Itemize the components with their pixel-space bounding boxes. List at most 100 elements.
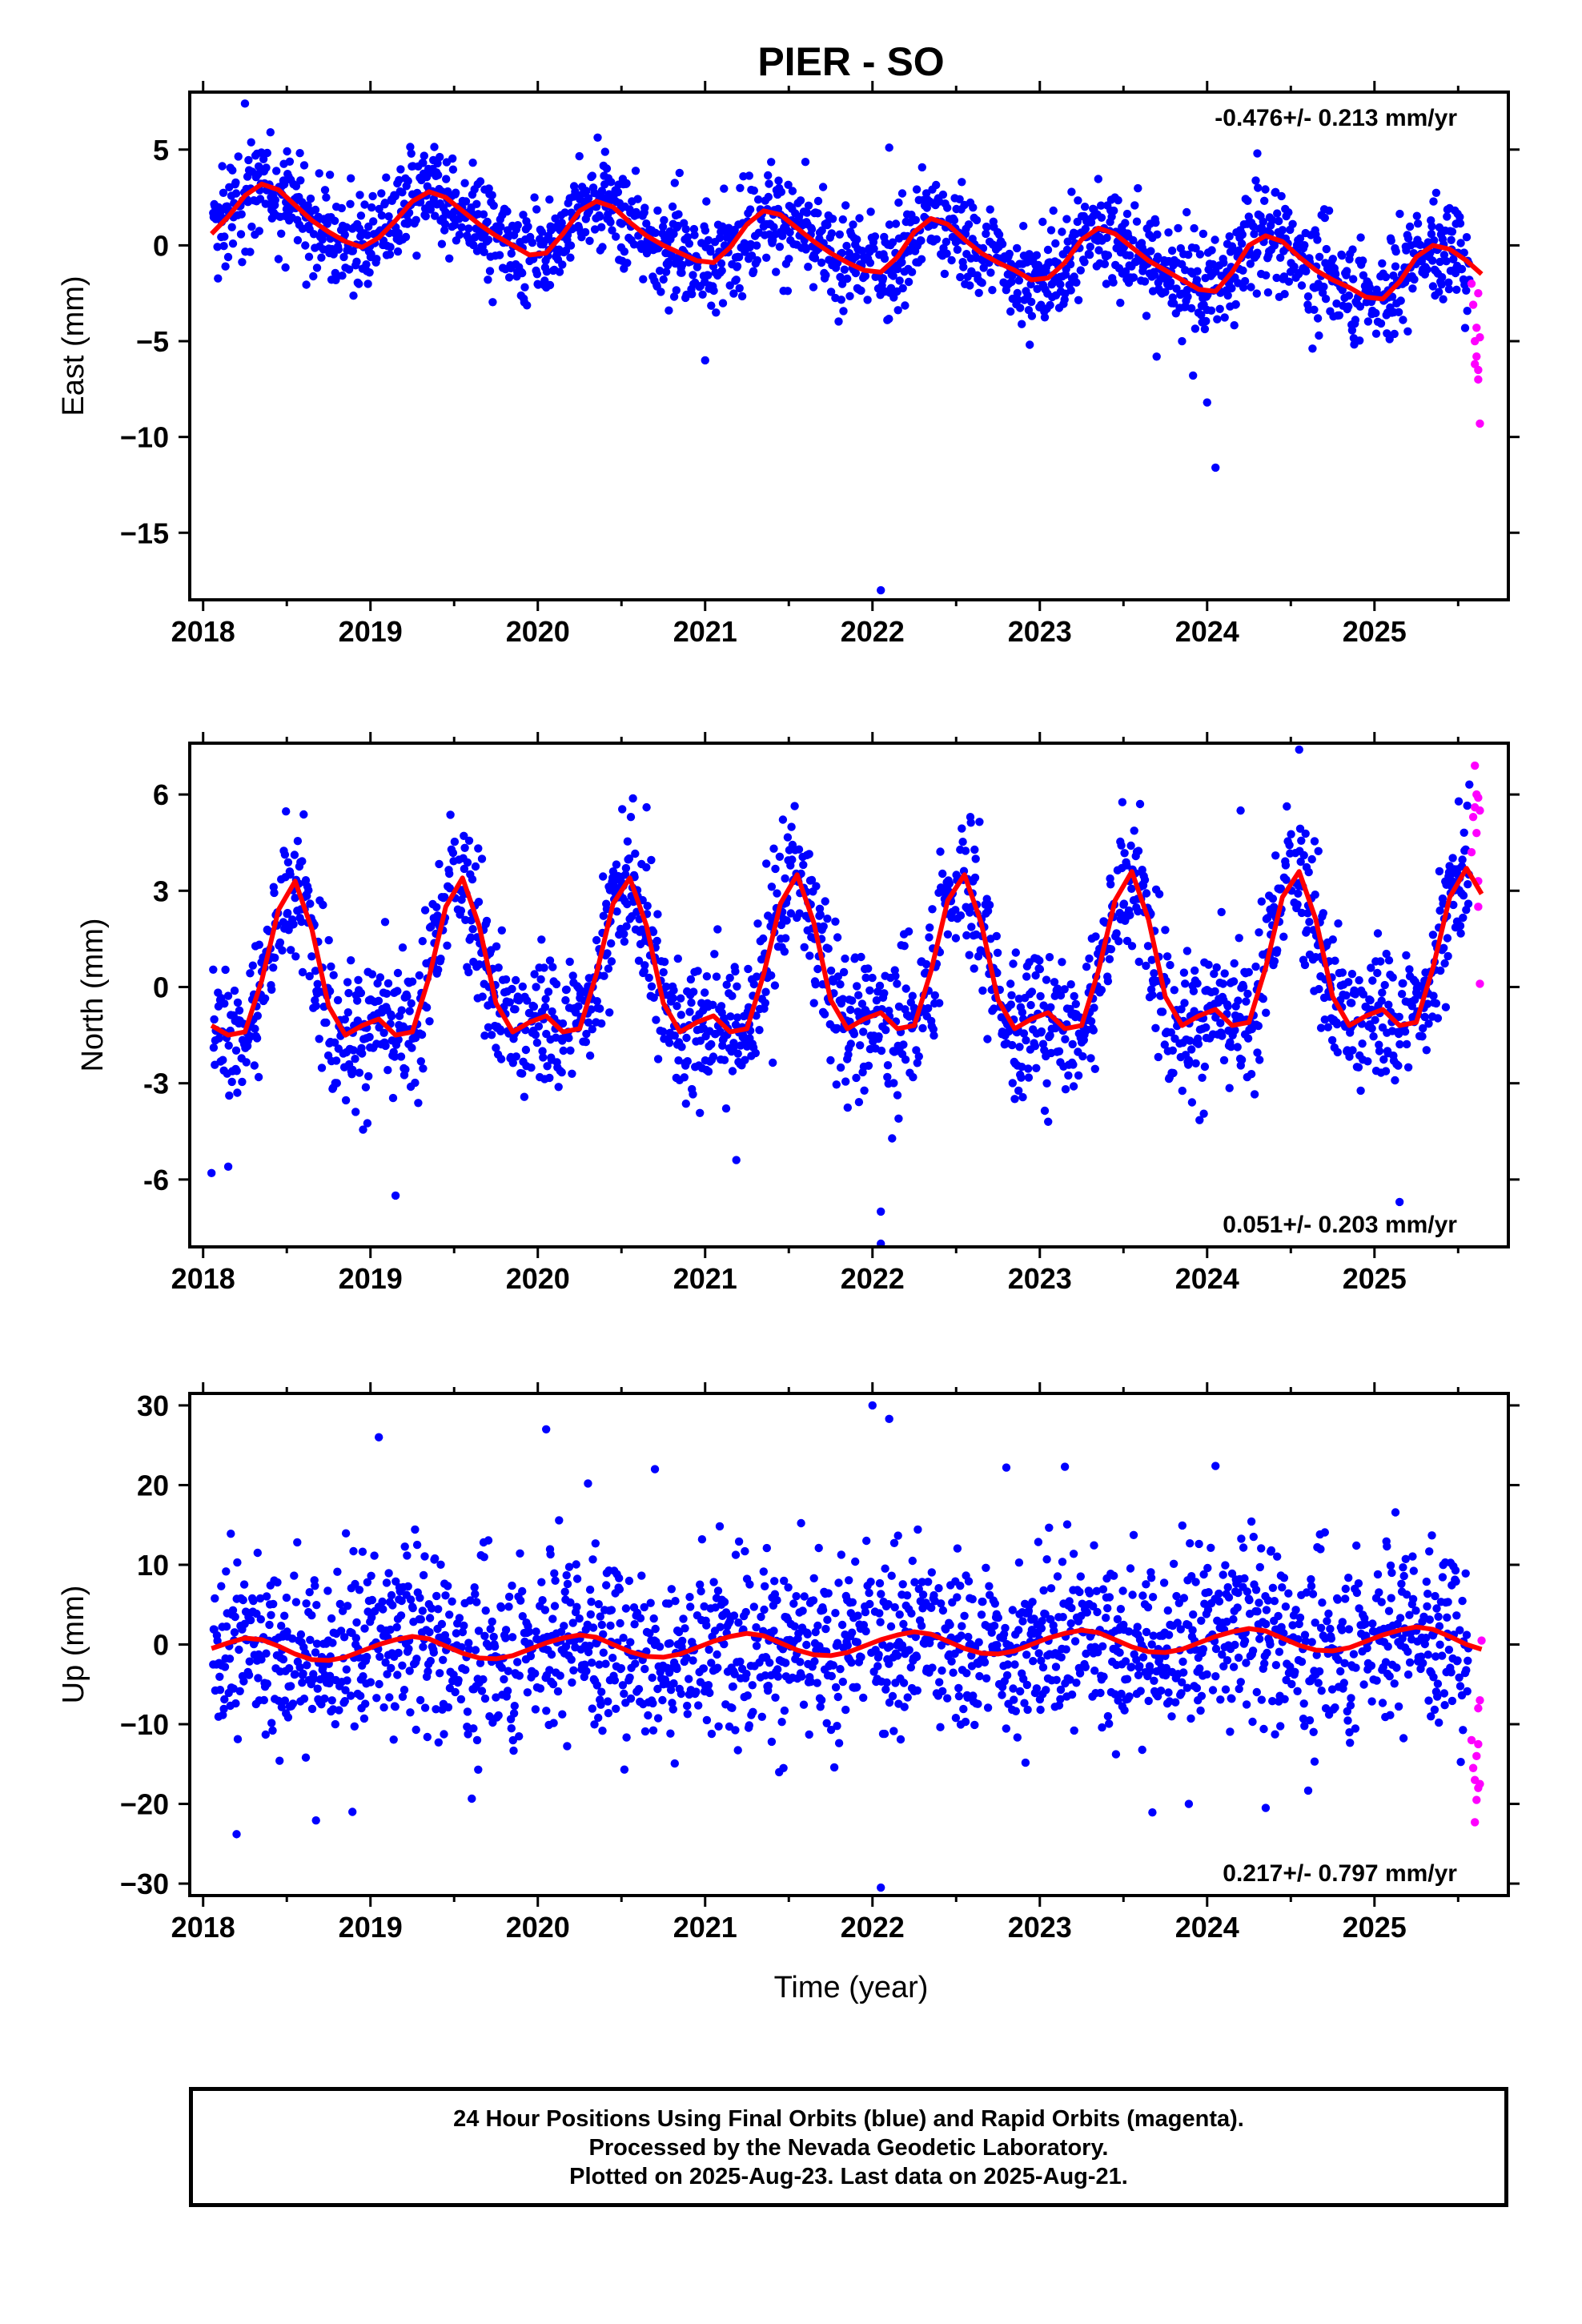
final-orbit-point <box>1109 278 1118 287</box>
final-orbit-point <box>982 223 991 231</box>
final-orbit-point <box>668 1699 677 1707</box>
final-orbit-point <box>563 1742 572 1751</box>
final-orbit-point <box>594 1600 603 1609</box>
final-orbit-point <box>233 1558 242 1567</box>
final-orbit-point <box>468 1794 476 1803</box>
final-orbit-point <box>1190 223 1199 233</box>
final-orbit-point <box>1134 957 1143 967</box>
final-orbit-point <box>1243 1034 1253 1043</box>
final-orbit-point <box>457 223 466 231</box>
final-orbit-point <box>713 1650 721 1659</box>
final-orbit-point <box>1384 956 1394 965</box>
final-orbit-point <box>464 1645 474 1654</box>
final-orbit-point <box>1097 986 1106 995</box>
final-orbit-point <box>1363 1057 1372 1066</box>
final-orbit-point <box>597 1620 606 1630</box>
final-orbit-point <box>540 963 548 972</box>
final-orbit-point <box>282 807 291 816</box>
final-orbit-point <box>1253 1048 1262 1057</box>
final-orbit-point <box>386 243 395 251</box>
final-orbit-point <box>1296 857 1305 866</box>
final-orbit-point <box>720 1055 729 1064</box>
final-orbit-point <box>531 1669 540 1678</box>
final-orbit-point <box>781 934 790 943</box>
final-orbit-point <box>267 985 276 995</box>
final-orbit-point <box>230 1628 239 1637</box>
final-orbit-point <box>1076 266 1086 275</box>
final-orbit-point <box>642 802 651 812</box>
final-orbit-point <box>479 210 488 219</box>
final-orbit-point <box>950 215 959 225</box>
final-orbit-point <box>715 1522 725 1531</box>
final-orbit-point <box>670 1031 679 1040</box>
final-orbit-point <box>680 1073 689 1082</box>
final-orbit-point <box>224 1041 233 1050</box>
final-orbit-point <box>904 277 913 287</box>
final-orbit-point <box>857 1653 865 1662</box>
final-orbit-point <box>460 831 468 841</box>
final-orbit-point <box>1198 1073 1207 1083</box>
final-orbit-point <box>1399 316 1407 324</box>
final-orbit-point <box>1166 278 1175 287</box>
final-orbit-point <box>385 1693 394 1702</box>
final-orbit-point <box>539 1053 548 1062</box>
final-orbit-point <box>681 1100 690 1108</box>
final-orbit-point <box>624 854 634 863</box>
final-orbit-point <box>364 1072 373 1081</box>
final-orbit-point <box>606 218 615 227</box>
final-orbit-point <box>381 1041 390 1051</box>
final-orbit-point <box>822 1719 831 1727</box>
final-orbit-point <box>644 973 653 983</box>
final-orbit-point <box>1348 245 1357 254</box>
final-orbit-point <box>861 973 870 983</box>
final-orbit-point <box>464 967 473 977</box>
final-orbit-point <box>966 281 974 290</box>
final-orbit-point <box>729 1042 739 1051</box>
final-orbit-point <box>1457 264 1467 274</box>
final-orbit-point <box>423 1732 432 1742</box>
final-orbit-point <box>377 189 386 198</box>
final-orbit-point <box>448 1597 456 1606</box>
final-orbit-point <box>396 1611 406 1620</box>
final-orbit-point <box>416 1057 425 1066</box>
final-orbit-point <box>761 987 770 996</box>
final-orbit-point <box>688 290 697 299</box>
final-orbit-point <box>434 1605 443 1614</box>
final-orbit-point <box>1008 1079 1018 1088</box>
final-orbit-point <box>419 159 428 167</box>
final-orbit-point <box>348 1807 357 1816</box>
final-orbit-point <box>1436 966 1445 975</box>
final-orbit-point <box>419 1570 428 1580</box>
final-orbit-point <box>823 915 832 923</box>
final-orbit-point <box>761 1582 769 1591</box>
final-orbit-point <box>439 1655 448 1664</box>
final-orbit-point <box>285 157 295 166</box>
final-orbit-point <box>833 933 842 942</box>
final-orbit-point <box>709 286 718 296</box>
final-orbit-point <box>747 251 757 260</box>
final-orbit-point <box>220 999 229 1008</box>
final-orbit-point <box>375 1652 384 1661</box>
final-orbit-point <box>798 1606 807 1615</box>
final-orbit-point <box>568 1618 577 1627</box>
final-orbit-point <box>1024 1064 1033 1073</box>
final-orbit-point <box>928 905 937 914</box>
final-orbit-point <box>674 210 683 219</box>
final-orbit-point <box>325 171 335 179</box>
final-orbit-point <box>833 1638 842 1647</box>
final-orbit-point <box>1031 971 1040 980</box>
final-orbit-point <box>602 1581 611 1590</box>
final-orbit-point <box>986 205 994 214</box>
final-orbit-point <box>407 999 416 1008</box>
final-orbit-point <box>626 813 636 822</box>
final-orbit-point <box>720 1639 729 1649</box>
final-orbit-point <box>404 176 412 186</box>
final-orbit-point <box>1368 976 1377 985</box>
final-orbit-point <box>861 271 870 280</box>
final-orbit-point <box>769 1058 777 1068</box>
final-orbit-point <box>1072 278 1081 287</box>
final-orbit-point <box>645 1629 654 1638</box>
final-orbit-point <box>845 1576 853 1585</box>
final-orbit-point <box>393 968 403 978</box>
rapid-orbit-point <box>1474 375 1483 384</box>
